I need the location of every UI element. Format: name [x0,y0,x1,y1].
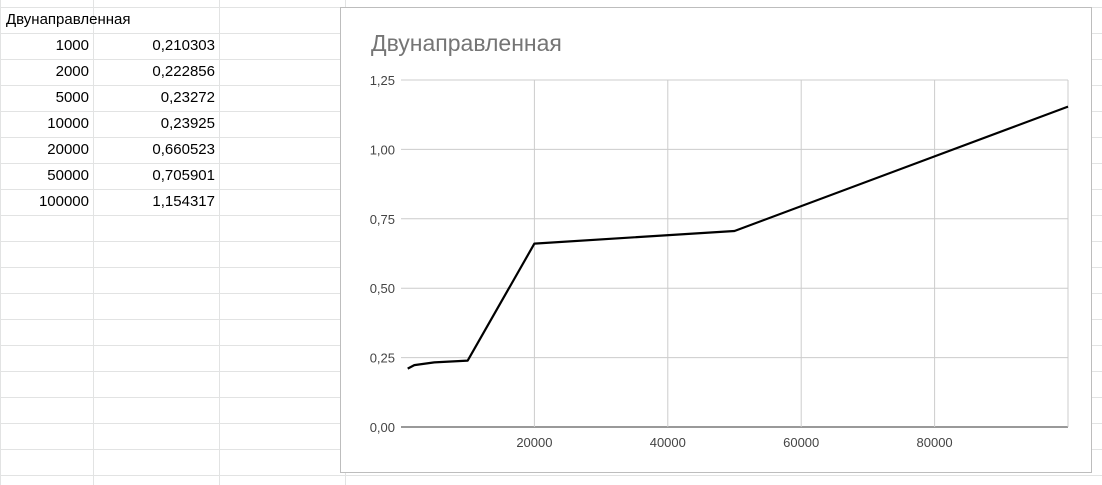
y-tick-label: 0,50 [370,281,395,296]
x-tick-label: 20000 [516,435,552,450]
header-cell[interactable]: Двунаправленная [6,11,131,28]
x-tick-label: 80000 [917,435,953,450]
column-divider [219,0,220,485]
cell-value[interactable]: 0,23272 [160,89,215,106]
cell-value[interactable]: 0,222856 [152,63,215,80]
line-chart[interactable]: Двунаправленная 0,00 0,25 0,50 0,75 1,00 1,25… [340,7,1092,473]
column-divider [93,0,94,485]
cell-size[interactable]: 100000 [38,193,89,210]
y-tick-label: 1,00 [370,142,395,157]
cell-value[interactable]: 0,23925 [160,115,215,132]
chart-title: Двунаправленная [371,30,562,56]
y-tick-label: 0,75 [370,212,395,227]
y-tick-label: 0,00 [370,420,395,435]
cell-value[interactable]: 1,154317 [152,193,215,210]
cell-size[interactable]: 1000 [55,37,89,54]
chart-plot: 0,00 0,25 0,50 0,75 1,00 1,25 20000 40000 60000 8… [370,73,1069,450]
cell-value[interactable]: 0,210303 [152,37,215,54]
cell-size[interactable]: 50000 [47,167,89,184]
y-tick-label: 0,25 [370,351,395,366]
y-tick-label: 1,25 [370,73,395,88]
cell-size[interactable]: 20000 [47,141,89,158]
cell-value[interactable]: 0,660523 [152,141,215,158]
cell-value[interactable]: 0,705901 [152,167,215,184]
series-line[interactable] [407,105,1069,370]
cell-size[interactable]: 5000 [55,89,89,106]
cell-size[interactable]: 2000 [55,63,89,80]
x-tick-label: 40000 [650,435,686,450]
cell-size[interactable]: 10000 [47,115,89,132]
x-tick-label: 60000 [783,435,819,450]
